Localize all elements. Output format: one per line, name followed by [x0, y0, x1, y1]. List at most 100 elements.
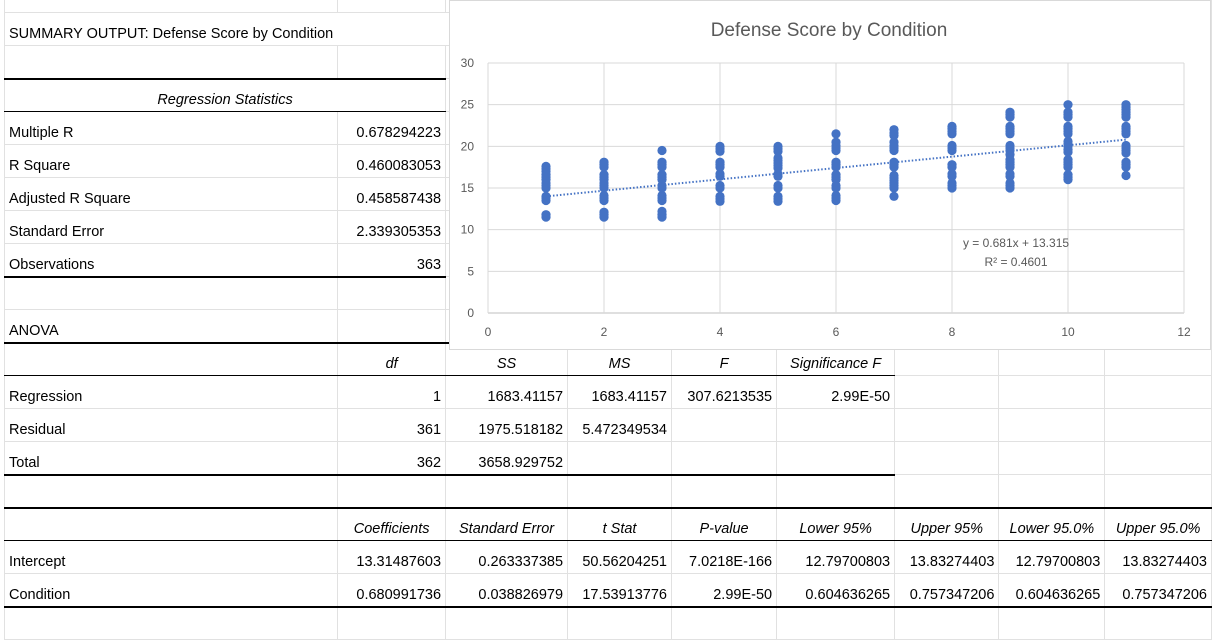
- sheet-cell[interactable]: [998, 375, 1106, 409]
- sheet-cell[interactable]: [3, 474, 339, 509]
- sheet-cell[interactable]: [894, 606, 1000, 640]
- sheet-cell[interactable]: [998, 441, 1106, 475]
- coefficients-header[interactable]: [3, 507, 339, 541]
- coefficients-header[interactable]: Upper 95.0%: [1104, 507, 1212, 541]
- sheet-cell[interactable]: [998, 474, 1106, 509]
- sheet-cell[interactable]: [1104, 408, 1212, 442]
- stat-value[interactable]: 0.458587438: [337, 177, 447, 211]
- anova-cell[interactable]: 1: [337, 375, 447, 409]
- sheet-cell[interactable]: [337, 606, 447, 640]
- sheet-cell[interactable]: [567, 474, 672, 509]
- coefficients-header[interactable]: Coefficients: [337, 507, 447, 541]
- sheet-cell[interactable]: [1104, 375, 1212, 409]
- anova-cell[interactable]: 361: [337, 408, 447, 442]
- sheet-cell[interactable]: [894, 408, 1000, 442]
- anova-row-label[interactable]: Regression: [3, 375, 339, 409]
- anova-cell[interactable]: [670, 441, 778, 476]
- sheet-cell[interactable]: [670, 606, 778, 640]
- coefficient-cell[interactable]: 12.79700803: [998, 540, 1106, 574]
- sheet-cell[interactable]: [337, 45, 447, 80]
- sheet-cell[interactable]: [776, 606, 896, 640]
- sheet-cell[interactable]: [1104, 474, 1212, 509]
- sheet-cell[interactable]: [337, 12, 446, 46]
- coefficient-cell[interactable]: 0.757347206: [1104, 573, 1212, 608]
- coefficient-row-label[interactable]: Condition: [3, 573, 339, 608]
- stat-label[interactable]: Multiple R: [3, 111, 339, 145]
- data-point: [599, 157, 609, 167]
- sheet-cell[interactable]: [3, 45, 339, 80]
- anova-cell[interactable]: 1683.41157: [567, 375, 672, 409]
- stat-label[interactable]: Adjusted R Square: [3, 177, 339, 211]
- anova-cell[interactable]: [776, 408, 896, 442]
- sheet-cell[interactable]: [445, 606, 569, 640]
- anova-cell[interactable]: [776, 441, 896, 476]
- sheet-cell[interactable]: [567, 606, 672, 640]
- coefficient-cell[interactable]: 0.604636265: [776, 573, 896, 608]
- summary-title[interactable]: SUMMARY OUTPUT: Defense Score by Conditi…: [3, 12, 338, 46]
- anova-cell[interactable]: [670, 408, 778, 442]
- coefficients-header[interactable]: t Stat: [567, 507, 672, 541]
- sheet-cell[interactable]: [894, 474, 1000, 509]
- coefficient-cell[interactable]: 0.680991736: [337, 573, 447, 608]
- scatter-chart[interactable]: Defense Score by Condition 0 5 10 15 20 25 30 0…: [449, 0, 1211, 350]
- coefficient-cell[interactable]: 50.56204251: [567, 540, 672, 574]
- coefficient-cell[interactable]: 0.604636265: [998, 573, 1106, 608]
- sheet-cell[interactable]: [3, 0, 339, 13]
- anova-label[interactable]: ANOVA: [3, 309, 339, 344]
- sheet-cell[interactable]: [894, 441, 1000, 475]
- anova-cell[interactable]: 1975.518182: [445, 408, 569, 442]
- sheet-cell[interactable]: [337, 0, 447, 13]
- coefficients-header[interactable]: Lower 95%: [776, 507, 896, 541]
- sheet-cell[interactable]: [998, 606, 1106, 640]
- coefficients-header[interactable]: Upper 95%: [894, 507, 1000, 541]
- anova-cell[interactable]: [567, 441, 672, 476]
- stat-label[interactable]: R Square: [3, 144, 339, 178]
- coefficient-cell[interactable]: 0.038826979: [445, 573, 569, 608]
- data-point: [1063, 100, 1073, 110]
- anova-row-label[interactable]: Total: [3, 441, 339, 476]
- sheet-cell[interactable]: [3, 276, 339, 310]
- sheet-cell[interactable]: [670, 474, 778, 509]
- anova-cell[interactable]: 5.472349534: [567, 408, 672, 442]
- stat-label[interactable]: Observations: [3, 243, 339, 278]
- anova-cell[interactable]: 2.99E-50: [776, 375, 896, 409]
- coefficient-cell[interactable]: 13.83274403: [1104, 540, 1212, 574]
- anova-cell[interactable]: 1683.41157: [445, 375, 569, 409]
- data-point: [773, 141, 783, 151]
- sheet-cell[interactable]: [894, 375, 1000, 409]
- coefficient-row-label[interactable]: Intercept: [3, 540, 339, 574]
- anova-row-label[interactable]: Residual: [3, 408, 339, 442]
- coefficient-cell[interactable]: 7.0218E-166: [670, 540, 778, 574]
- stat-label[interactable]: Standard Error: [3, 210, 339, 244]
- coefficient-cell[interactable]: 12.79700803: [776, 540, 896, 574]
- anova-cell[interactable]: 3658.929752: [445, 441, 569, 476]
- stat-value[interactable]: 363: [337, 243, 447, 278]
- sheet-cell[interactable]: [998, 408, 1106, 442]
- stat-value[interactable]: 0.678294223: [337, 111, 447, 145]
- coefficient-cell[interactable]: 0.263337385: [445, 540, 569, 574]
- coefficients-header[interactable]: Standard Error: [445, 507, 569, 541]
- sheet-cell[interactable]: [337, 276, 447, 310]
- stat-value[interactable]: 2.339305353: [337, 210, 447, 244]
- sheet-cell[interactable]: [1104, 441, 1212, 475]
- coefficient-cell[interactable]: 2.99E-50: [670, 573, 778, 608]
- sheet-cell[interactable]: [337, 474, 447, 509]
- sheet-cell[interactable]: [337, 309, 447, 344]
- anova-cell[interactable]: 362: [337, 441, 447, 476]
- sheet-cell[interactable]: [3, 606, 339, 640]
- coefficient-cell[interactable]: 13.83274403: [894, 540, 1000, 574]
- coefficients-header[interactable]: Lower 95.0%: [998, 507, 1106, 541]
- coefficient-cell[interactable]: 0.757347206: [894, 573, 1000, 608]
- anova-cell[interactable]: 307.6213535: [670, 375, 778, 409]
- coefficient-cell[interactable]: 13.31487603: [337, 540, 447, 574]
- sheet-cell[interactable]: [1104, 606, 1212, 640]
- coefficients-header[interactable]: P-value: [670, 507, 778, 541]
- data-point: [947, 160, 957, 170]
- sheet-cell[interactable]: [445, 474, 569, 509]
- anova-header[interactable]: [3, 342, 339, 376]
- coefficient-cell[interactable]: 17.53913776: [567, 573, 672, 608]
- stat-value[interactable]: 0.460083053: [337, 144, 447, 178]
- anova-header[interactable]: df: [337, 342, 447, 376]
- sheet-cell[interactable]: [776, 474, 896, 509]
- regression-statistics-header[interactable]: Regression Statistics: [3, 78, 447, 112]
